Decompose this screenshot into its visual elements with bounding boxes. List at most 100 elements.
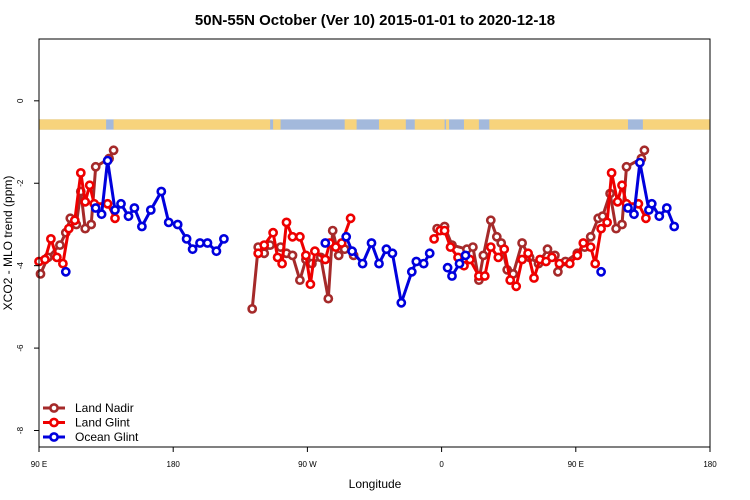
land-nadir-point — [108, 145, 119, 156]
ocean-glint-point — [442, 262, 453, 273]
plot-series — [34, 145, 680, 314]
land-nadir-point — [467, 242, 478, 252]
land-glint-point — [564, 258, 575, 269]
land-band-segment — [463, 119, 479, 130]
land-glint-point — [58, 258, 68, 269]
land-nadir-point — [517, 238, 527, 248]
land-glint-point — [40, 254, 50, 265]
land-glint-point — [578, 238, 589, 248]
land-glint-point — [572, 250, 583, 261]
land-nadir-point — [333, 250, 344, 261]
legend-swatch-marker — [49, 432, 59, 442]
land-glint-point — [305, 279, 316, 290]
land-glint-point — [547, 252, 557, 263]
land-glint-point — [511, 281, 522, 292]
x-axis: 90 E 180 90 W 0 90 E 180 — [31, 447, 717, 469]
ocean-glint-point — [102, 155, 113, 166]
ocean-glint-point — [623, 203, 633, 213]
ocean-glint-point — [145, 205, 156, 215]
x-tick-label: 180 — [167, 460, 181, 469]
land-glint-point — [294, 231, 305, 242]
land-glint-point — [300, 250, 311, 261]
land-nadir-point — [247, 303, 258, 314]
land-band-segment — [39, 119, 107, 130]
land-band-segment — [642, 119, 710, 130]
land-glint-point — [309, 246, 320, 257]
land-nadir-point — [485, 215, 496, 226]
land-nadir-point — [294, 275, 305, 285]
land-glint-point — [439, 225, 450, 236]
land-nadir-point — [55, 240, 65, 250]
land-glint-point — [84, 180, 95, 191]
ocean-glint-point — [90, 203, 101, 213]
ocean-glint-point — [195, 238, 205, 248]
ocean-glint-point — [366, 238, 377, 248]
x-tick-label: 0 — [439, 460, 444, 469]
land-nadir-point — [585, 231, 596, 242]
land-glint-point — [75, 167, 86, 178]
land-glint-point — [320, 254, 331, 265]
ocean-glint-point — [320, 238, 331, 248]
ocean-glint-point — [96, 209, 107, 220]
ocean-glint-point — [669, 221, 680, 232]
land-glint-point — [277, 258, 287, 269]
x-axis-label: Longitude — [349, 477, 402, 491]
land-band-segment — [489, 119, 628, 130]
land-glint-point — [345, 213, 356, 224]
ocean-glint-point — [374, 258, 384, 269]
land-nadir-point — [491, 231, 502, 242]
ocean-glint-point — [156, 186, 167, 197]
legend-label: Ocean Glint — [75, 430, 139, 444]
chart-title: 50N-55N October (Ver 10) 2015-01-01 to 2… — [195, 12, 555, 29]
ocean-glint-point — [202, 238, 213, 248]
ocean-glint-point — [181, 233, 192, 244]
land-glint-point — [110, 213, 120, 224]
x-tick-label: 90 E — [568, 460, 584, 469]
ocean-glint-point — [418, 258, 429, 269]
ocean-glint-point — [341, 231, 352, 242]
land-band-segment — [378, 119, 406, 130]
land-glint-point — [80, 196, 91, 207]
land-nadir-point — [90, 161, 101, 172]
ocean-glint-point — [661, 203, 672, 213]
land-nadir-point — [327, 225, 338, 236]
land-band-segment — [414, 119, 445, 130]
land-nadir-point — [35, 268, 46, 279]
ocean-glint-point — [396, 297, 407, 308]
x-tick-label: 180 — [703, 460, 717, 469]
land-glint-point — [281, 217, 292, 228]
ocean-glint-point — [218, 233, 229, 244]
land-glint-point — [259, 240, 270, 250]
land-glint-point — [590, 258, 601, 269]
legend-swatch-marker — [49, 403, 59, 413]
legend-label: Land Glint — [75, 416, 130, 430]
ocean-glint-point — [116, 198, 126, 209]
legend-label: Land Nadir — [75, 401, 134, 415]
land-glint-point — [529, 273, 539, 283]
land-glint-point — [517, 254, 527, 265]
y-tick-label: 0 — [16, 98, 25, 103]
land-glint-point — [602, 217, 612, 228]
land-glint-point — [69, 215, 80, 226]
land-glint-point — [253, 248, 264, 259]
plot-frame — [38, 38, 711, 448]
land-nadir-point — [617, 219, 627, 230]
x-tick-label: 90 W — [298, 460, 317, 469]
land-glint-point — [499, 244, 510, 255]
land-glint-point — [429, 233, 439, 244]
ocean-glint-point — [357, 258, 368, 269]
land-glint-point — [523, 248, 533, 259]
ocean-glint-point — [129, 203, 140, 213]
land-glint-point — [272, 252, 283, 263]
land-band-segment — [113, 119, 271, 130]
ocean-glint-point — [460, 250, 471, 261]
y-axis-label: XCO2 - MLO trend (ppm) — [1, 176, 15, 311]
land-band-segment — [446, 119, 450, 130]
ocean-glint-point — [60, 266, 71, 277]
land-glint-point — [336, 238, 347, 248]
ocean-glint-point — [387, 248, 398, 259]
land-glint-point — [46, 233, 56, 244]
land-glint-point — [479, 271, 490, 281]
ocean-glint-point — [211, 246, 222, 257]
ocean-glint-point — [596, 266, 606, 277]
